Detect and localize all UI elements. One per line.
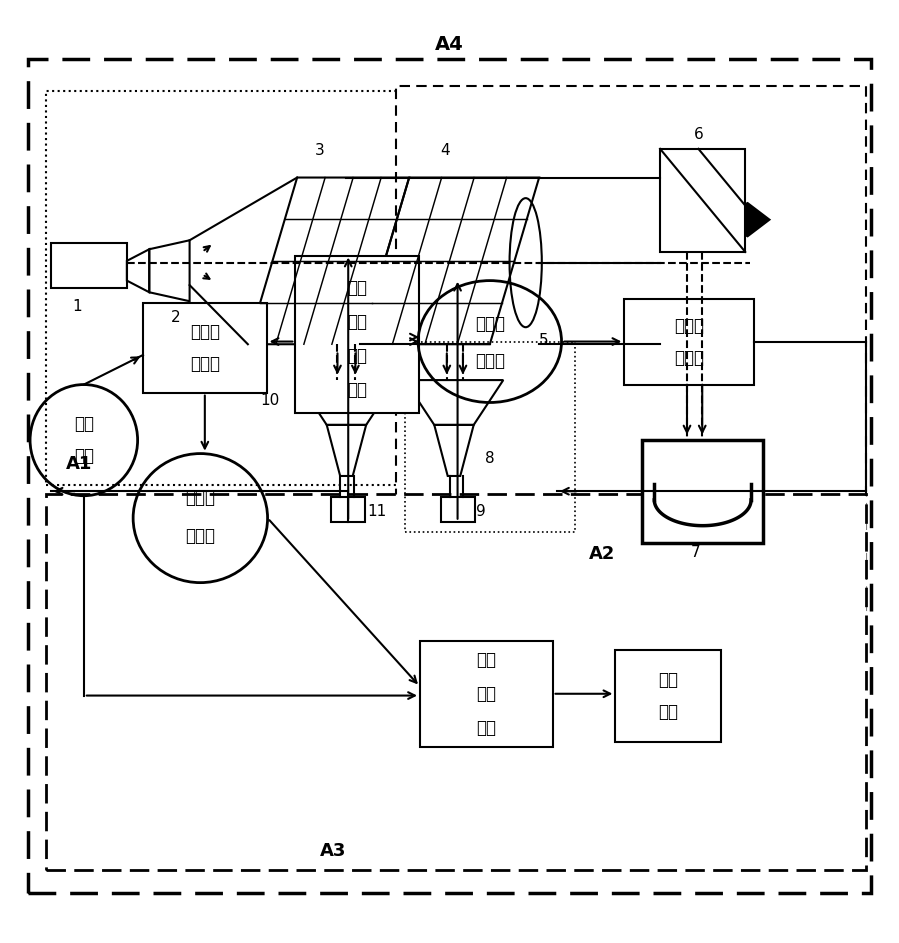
Text: 模块: 模块	[476, 719, 496, 736]
Text: 1: 1	[73, 300, 83, 314]
Text: 7: 7	[691, 545, 701, 560]
Text: 合模块: 合模块	[190, 355, 220, 372]
Text: 6: 6	[694, 126, 704, 141]
Bar	[143, 303, 267, 392]
Text: A2: A2	[590, 545, 616, 563]
Text: 采集: 采集	[347, 313, 367, 331]
Text: 检测波: 检测波	[185, 489, 216, 507]
Bar	[660, 149, 745, 252]
Bar	[405, 342, 575, 533]
Bar	[46, 91, 557, 485]
Text: 系统: 系统	[74, 415, 93, 433]
Text: 11: 11	[367, 505, 387, 520]
Text: 误差: 误差	[658, 703, 678, 721]
Text: 建模: 建模	[476, 685, 496, 703]
Bar	[46, 494, 867, 870]
Bar	[420, 641, 553, 747]
Text: A4: A4	[435, 35, 464, 54]
Text: 4: 4	[441, 142, 450, 157]
Bar	[624, 300, 754, 385]
Text: 前参数: 前参数	[185, 527, 216, 545]
Text: 波前拟: 波前拟	[190, 323, 220, 340]
Bar	[441, 498, 475, 521]
Text: 8: 8	[485, 451, 495, 466]
Text: 图像: 图像	[347, 279, 367, 297]
Polygon shape	[747, 203, 770, 237]
Bar	[50, 243, 127, 288]
Text: 节模块: 节模块	[674, 349, 704, 367]
Text: 面形: 面形	[658, 670, 678, 689]
Text: 处理: 处理	[347, 347, 367, 365]
Bar	[331, 498, 365, 521]
Text: 9: 9	[476, 505, 486, 520]
Text: 参数: 参数	[74, 447, 93, 465]
Bar	[615, 650, 721, 742]
Bar	[642, 440, 763, 543]
Text: A1: A1	[66, 455, 93, 473]
Text: 10: 10	[260, 393, 280, 408]
Text: 模块: 模块	[347, 381, 367, 400]
Text: 振镜调: 振镜调	[674, 317, 704, 335]
Text: 2: 2	[172, 310, 181, 325]
Text: A3: A3	[320, 842, 346, 860]
Bar	[396, 86, 867, 610]
Text: 3: 3	[315, 142, 325, 157]
Text: 瞳图像: 瞳图像	[475, 353, 505, 371]
Bar	[296, 256, 419, 413]
Text: 5: 5	[539, 333, 548, 348]
Text: 获得光: 获得光	[475, 315, 505, 333]
Text: 系统: 系统	[476, 651, 496, 669]
